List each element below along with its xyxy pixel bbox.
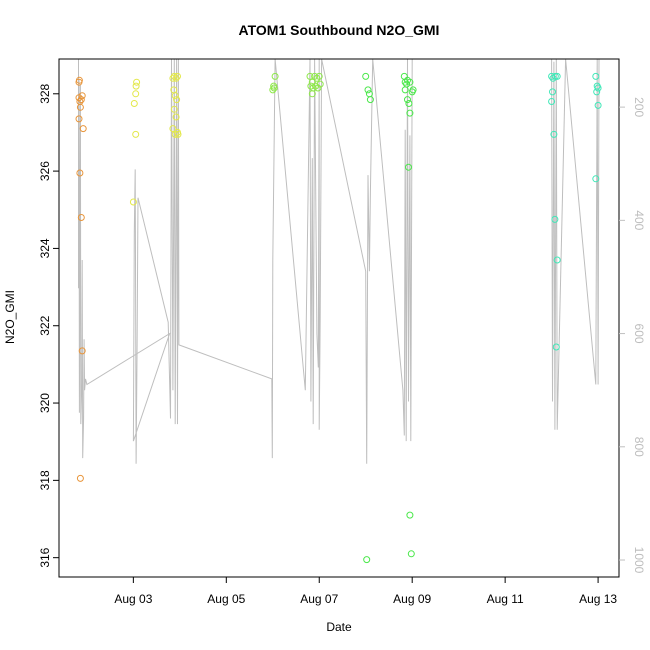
data-point <box>553 256 561 264</box>
data-point <box>592 175 600 183</box>
data-point <box>362 72 370 80</box>
x-tick-label: Aug 13 <box>579 592 617 606</box>
data-point <box>404 96 411 104</box>
y-tick-label: 328 <box>38 83 52 103</box>
data-point <box>308 90 316 98</box>
data-point <box>132 82 140 90</box>
data-point <box>311 72 319 80</box>
y-axis-label: N2O_GMI <box>3 290 17 344</box>
data-point <box>76 474 84 482</box>
data-point <box>173 96 181 104</box>
chart-title: ATOM1 Southbound N2O_GMI <box>239 22 440 38</box>
data-point <box>549 74 557 82</box>
data-point <box>551 72 559 80</box>
y-axis: 316 318 320 322 324 326 328 <box>38 83 59 568</box>
data-point <box>174 72 181 80</box>
data-point <box>130 100 138 107</box>
x-tick-label: Aug 05 <box>207 592 245 606</box>
data-point <box>172 113 180 121</box>
data-point <box>401 86 409 94</box>
data-point <box>553 72 561 80</box>
y-tick-label: 324 <box>38 238 52 258</box>
y2-tick-label: 600 <box>632 324 646 344</box>
pressure-line-layer <box>78 58 600 464</box>
y2-axis: 200 400 600 800 1000 <box>619 97 646 574</box>
x-tick-label: Aug 11 <box>487 592 524 606</box>
data-point <box>400 72 408 80</box>
x-tick-label: Aug 09 <box>393 592 431 606</box>
data-point <box>307 82 315 90</box>
data-point <box>548 98 556 105</box>
data-point <box>406 78 414 86</box>
y-tick-label: 326 <box>38 161 52 181</box>
points-layer <box>75 72 602 564</box>
data-point <box>552 343 560 351</box>
data-point <box>550 130 558 138</box>
data-point <box>78 92 86 100</box>
data-point <box>172 74 180 82</box>
data-point <box>366 96 374 104</box>
data-point <box>171 92 179 100</box>
data-point <box>363 556 371 564</box>
data-point <box>78 347 86 355</box>
data-point <box>79 125 87 133</box>
y-tick-label: 318 <box>38 470 52 490</box>
data-point <box>407 550 415 558</box>
data-point <box>549 88 556 96</box>
y2-tick-label: 1000 <box>632 547 646 574</box>
x-axis: Aug 03 Aug 05 Aug 07 Aug 09 Aug 11 Aug 13 <box>114 577 617 606</box>
y2-tick-label: 400 <box>632 210 646 230</box>
data-point <box>593 88 601 96</box>
x-axis-label: Date <box>326 620 352 634</box>
x-tick-label: Aug 03 <box>114 592 152 606</box>
data-point <box>592 72 600 80</box>
data-point <box>132 130 140 138</box>
data-point <box>132 90 140 98</box>
data-point <box>405 163 412 171</box>
data-point <box>133 78 141 86</box>
data-point <box>75 76 83 84</box>
y-tick-label: 322 <box>38 315 52 335</box>
data-point <box>76 103 84 111</box>
x-tick-label: Aug 07 <box>300 592 338 606</box>
y-tick-label: 320 <box>38 393 52 413</box>
data-point <box>409 86 417 94</box>
pressure-line <box>78 58 600 464</box>
data-point <box>306 72 314 80</box>
data-point <box>594 101 602 109</box>
data-point <box>170 105 178 113</box>
data-point <box>406 109 414 117</box>
data-point <box>269 86 277 94</box>
data-point <box>316 80 324 88</box>
data-point <box>401 78 409 86</box>
data-point <box>169 125 177 133</box>
data-point <box>313 74 321 82</box>
data-point <box>315 72 323 80</box>
y-tick-label: 316 <box>38 547 52 567</box>
y2-tick-label: 800 <box>632 437 646 457</box>
y2-tick-label: 200 <box>632 97 646 117</box>
data-point <box>169 74 177 82</box>
data-point <box>594 84 602 92</box>
data-point <box>314 84 322 92</box>
plot-frame <box>58 58 620 578</box>
data-point <box>271 72 279 80</box>
data-point <box>365 90 373 98</box>
data-point <box>129 198 137 206</box>
data-point <box>174 130 182 138</box>
data-point <box>170 72 178 80</box>
data-point <box>270 84 278 92</box>
data-point <box>76 169 84 177</box>
data-point <box>551 215 559 223</box>
data-point <box>77 214 85 221</box>
data-point <box>77 96 85 104</box>
data-point <box>171 130 179 138</box>
data-point <box>75 115 83 123</box>
data-point <box>406 511 414 519</box>
data-point <box>364 86 372 94</box>
data-point <box>405 100 413 107</box>
